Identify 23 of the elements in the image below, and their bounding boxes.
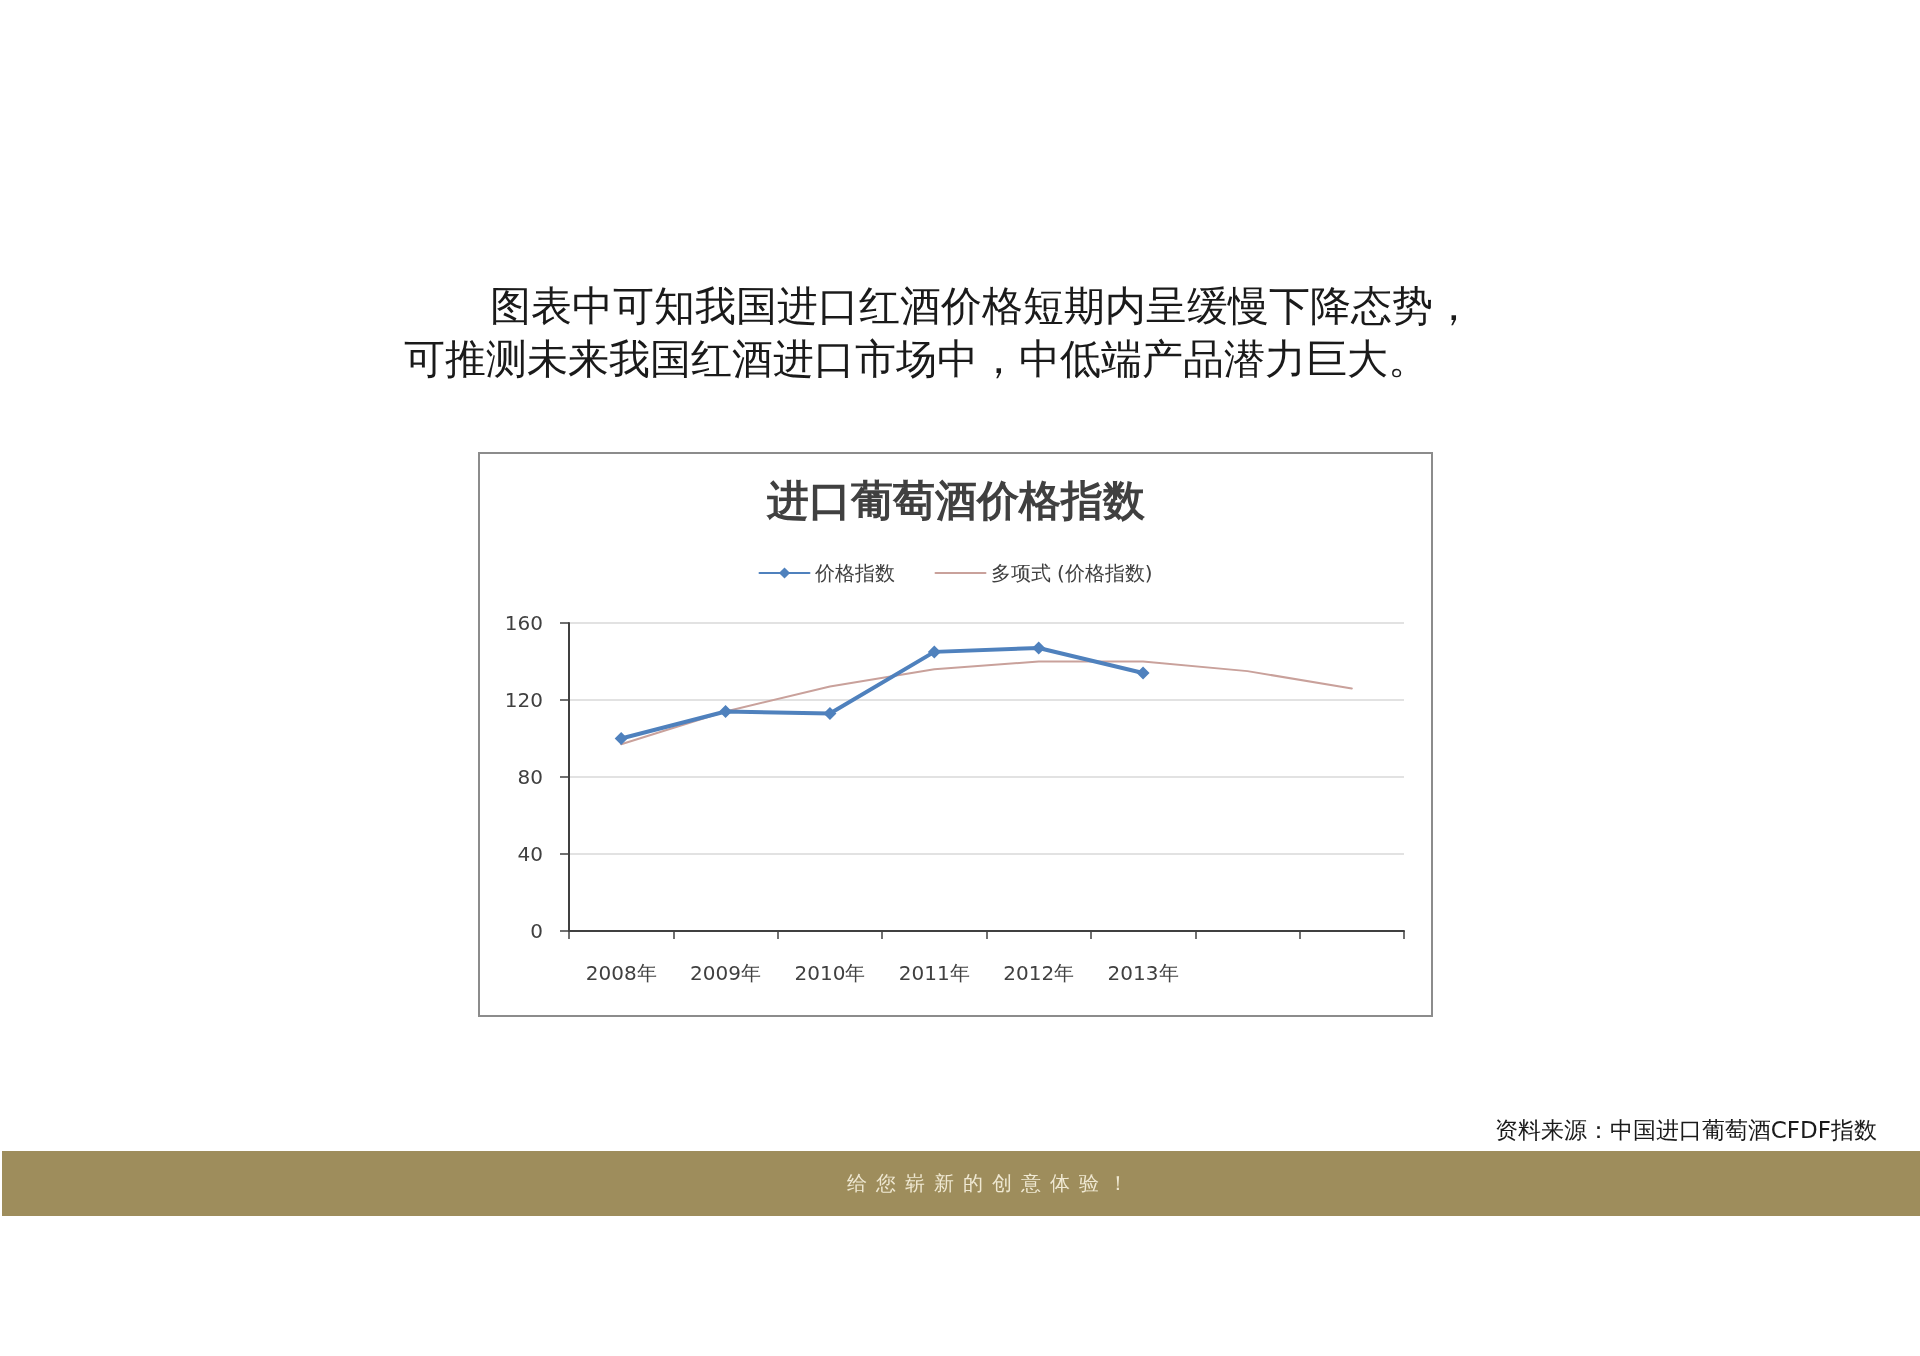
x-tick-label: 2011年 xyxy=(898,961,970,985)
y-tick-label: 40 xyxy=(517,842,543,866)
chart-title: 进口葡萄酒价格指数 xyxy=(765,475,1146,525)
text: 图表中可知我国进口红酒价格短期内呈缓慢下降态势，可推测未来我国红酒进口市场中，中低端产品潜力巨大。 xyxy=(404,281,1476,385)
x-tick-label: 2008年 xyxy=(585,961,657,985)
point xyxy=(823,706,837,720)
x-tick-label: 2013年 xyxy=(1107,961,1179,985)
x-tick-label: 2009年 xyxy=(690,961,762,985)
point xyxy=(927,645,941,659)
x-tick-label: 2012年 xyxy=(1003,961,1075,985)
y-tick-label: 120 xyxy=(504,688,543,712)
legend-label: 价格指数 xyxy=(813,561,895,585)
point xyxy=(614,732,628,745)
text: 给您崭新的创意体验！ xyxy=(847,1171,1137,1195)
x-tick-label: 2010年 xyxy=(794,961,866,985)
text: 资料来源：中国进口葡萄酒CFDF指数 xyxy=(1494,1116,1877,1144)
point xyxy=(719,705,733,719)
y-tick-label: 160 xyxy=(504,611,543,635)
legend-label: 多项式 (价格指数) xyxy=(990,561,1153,585)
point xyxy=(1032,641,1046,655)
y-tick-label: 0 xyxy=(530,919,543,943)
point xyxy=(1136,666,1150,680)
y-tick-label: 80 xyxy=(517,765,543,789)
